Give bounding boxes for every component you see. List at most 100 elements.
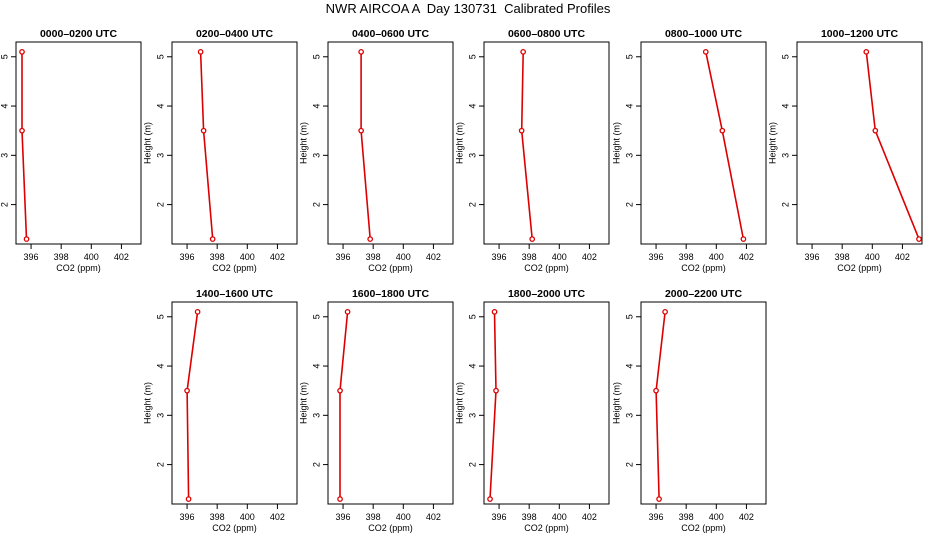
data-point (197, 49, 204, 55)
panel-title: 1800–2000 UTC (508, 288, 585, 300)
y-tick-label: 3 (624, 153, 634, 158)
y-tick-label: 4 (0, 104, 9, 109)
y-tick-label: 4 (624, 364, 634, 369)
data-point (656, 496, 662, 502)
panel-title: 0200–0400 UTC (196, 28, 273, 40)
y-axis-label: Height (m) (298, 122, 308, 164)
y-tick-label: 5 (0, 54, 9, 59)
x-tick-label: 402 (895, 252, 910, 262)
y-tick-label: 3 (467, 153, 477, 158)
y-tick-label: 2 (311, 202, 321, 207)
data-point (358, 49, 364, 55)
y-axis-label: Height (m) (454, 382, 464, 424)
y-tick-label: 2 (624, 462, 634, 467)
x-tick-label: 396 (649, 252, 664, 262)
x-tick-label: 400 (240, 512, 255, 522)
x-tick-label: 400 (552, 512, 567, 522)
y-tick-label: 5 (624, 54, 634, 59)
panel-title: 0400–0600 UTC (352, 28, 429, 40)
x-tick-label: 400 (709, 512, 724, 522)
panel-title: 1600–1800 UTC (352, 288, 429, 300)
y-tick-label: 3 (0, 153, 9, 158)
x-axis-label: CO2 (ppm) (681, 523, 726, 533)
x-tick-label: 398 (522, 252, 537, 262)
x-axis-label: CO2 (ppm) (368, 523, 413, 533)
x-axis-label: CO2 (ppm) (368, 263, 413, 273)
x-tick-label: 398 (210, 252, 225, 262)
y-tick-label: 5 (467, 314, 477, 319)
data-point (740, 236, 747, 242)
x-tick-label: 396 (649, 512, 664, 522)
y-tick-label: 3 (155, 153, 165, 158)
profile-line (655, 311, 666, 500)
data-point (719, 127, 726, 134)
x-tick-label: 398 (54, 252, 69, 262)
y-tick-label: 5 (780, 54, 790, 59)
profile-line (339, 311, 349, 500)
x-tick-label: 396 (492, 252, 507, 262)
y-tick-label: 5 (467, 54, 477, 59)
data-point (209, 236, 216, 242)
x-tick-label: 396 (492, 512, 507, 522)
y-tick-label: 2 (311, 462, 321, 467)
profile-line (21, 51, 28, 240)
x-tick-label: 398 (366, 512, 381, 522)
data-point (872, 127, 879, 134)
figure-title: NWR AIRCOA A Day 130731 Calibrated Profi… (325, 1, 611, 16)
data-point (493, 387, 499, 394)
x-tick-label: 400 (396, 252, 411, 262)
x-tick-label: 402 (582, 512, 597, 522)
x-tick-label: 398 (522, 512, 537, 522)
data-point (19, 127, 25, 134)
y-axis-label: Height (m) (142, 382, 152, 424)
profile-line (199, 51, 214, 240)
x-tick-label: 402 (114, 252, 129, 262)
x-tick-label: 396 (805, 252, 820, 262)
panel-frame (171, 41, 298, 245)
y-axis-label: Height (m) (611, 122, 621, 164)
y-tick-label: 4 (624, 104, 634, 109)
y-tick-label: 4 (467, 364, 477, 369)
data-point (367, 236, 374, 242)
x-tick-label: 398 (679, 252, 694, 262)
data-point (529, 236, 536, 242)
y-tick-label: 2 (624, 202, 634, 207)
y-axis-label: Height (m) (611, 382, 621, 424)
data-point (344, 309, 351, 315)
x-axis-label: CO2 (ppm) (837, 263, 882, 273)
profile-line (489, 311, 497, 500)
x-tick-label: 400 (84, 252, 99, 262)
data-point (358, 127, 364, 134)
data-point (863, 49, 870, 55)
panel-frame (327, 41, 454, 245)
data-point (19, 49, 25, 55)
y-tick-label: 3 (780, 153, 790, 158)
x-axis-label: CO2 (ppm) (681, 263, 726, 273)
y-tick-label: 4 (467, 104, 477, 109)
x-tick-label: 400 (396, 512, 411, 522)
y-axis-label: Height (m) (142, 122, 152, 164)
x-tick-label: 398 (210, 512, 225, 522)
x-tick-label: 400 (709, 252, 724, 262)
data-point (194, 309, 201, 315)
y-axis-label: Height (m) (454, 122, 464, 164)
data-point (337, 387, 343, 394)
x-tick-label: 396 (336, 252, 351, 262)
y-tick-label: 5 (311, 314, 321, 319)
y-tick-label: 4 (155, 104, 165, 109)
panel-frame (640, 301, 767, 505)
y-tick-label: 5 (624, 314, 634, 319)
y-tick-label: 2 (0, 202, 9, 207)
y-tick-label: 4 (311, 364, 321, 369)
data-point (491, 309, 498, 315)
profile-line (360, 51, 371, 240)
y-tick-label: 4 (311, 104, 321, 109)
panel-frame (796, 41, 923, 245)
x-axis-label: CO2 (ppm) (212, 263, 257, 273)
y-tick-label: 3 (467, 413, 477, 418)
x-tick-label: 400 (865, 252, 880, 262)
panel-title: 0000–0200 UTC (40, 28, 117, 40)
panel-frame (483, 41, 610, 245)
y-tick-label: 5 (311, 54, 321, 59)
